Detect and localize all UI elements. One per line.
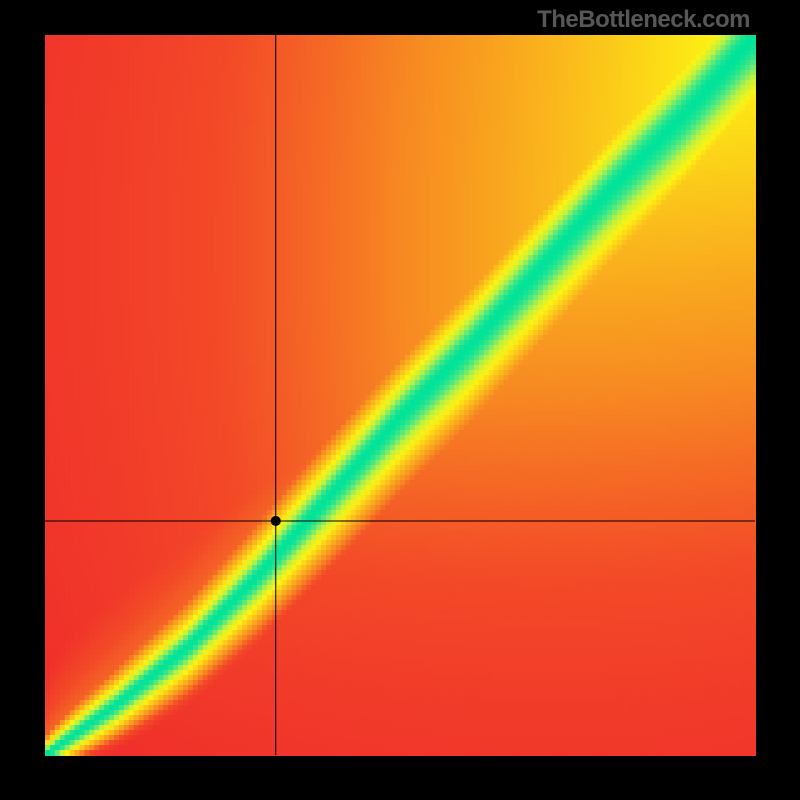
watermark-text: TheBottleneck.com (537, 6, 750, 34)
bottleneck-heatmap (0, 0, 800, 800)
